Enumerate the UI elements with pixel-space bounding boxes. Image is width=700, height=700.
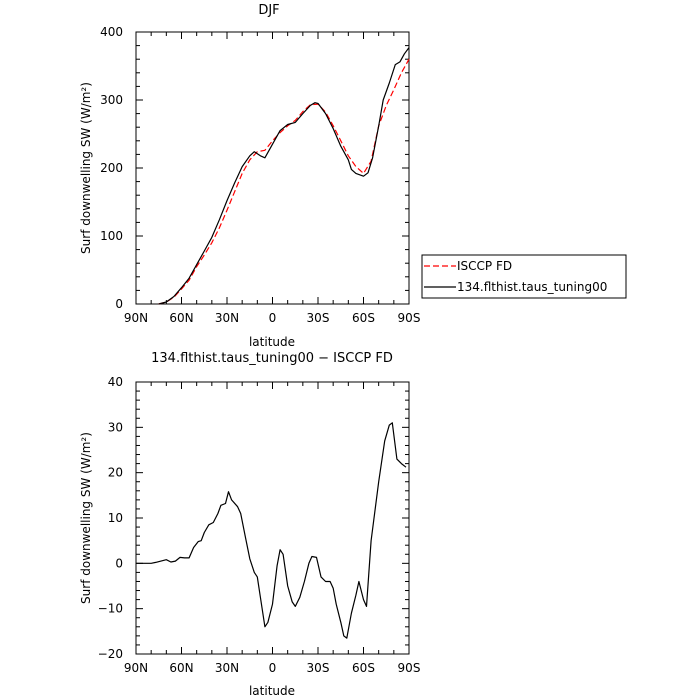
top-series-line-1 — [158, 47, 410, 305]
top-y-axis-label: Surf downwelling SW (W/m²) — [79, 82, 93, 254]
bottom-series-line-0 — [136, 422, 407, 639]
legend-box — [421, 254, 627, 299]
bottom-x-tick-label: 30N — [215, 661, 239, 675]
bottom-y-tick-label: 30 — [108, 420, 123, 434]
bottom-chart: 134.flthist.taus_tuning00 − ISCCP FD 90N… — [79, 351, 420, 698]
top-y-tick-label: 100 — [100, 229, 123, 243]
bottom-y-tick-label: 0 — [115, 556, 123, 570]
bottom-y-tick-label: 40 — [108, 375, 123, 389]
bottom-y-tick-label: −10 — [98, 602, 123, 616]
bottom-y-axis-label: Surf downwelling SW (W/m²) — [79, 432, 93, 604]
top-x-tick-label: 90N — [124, 311, 148, 325]
top-y-tick-label: 0 — [115, 297, 123, 311]
bottom-x-tick-label: 90S — [398, 661, 421, 675]
top-y-tick-label: 400 — [100, 25, 123, 39]
bottom-y-ticks: −20 −10 0 10 20 30 40 — [98, 375, 409, 661]
bottom-y-tick-label: 10 — [108, 511, 123, 525]
bottom-x-axis-label: latitude — [249, 684, 295, 698]
top-plot-frame — [135, 31, 410, 305]
top-x-tick-label: 30N — [215, 311, 239, 325]
bottom-x-tick-label: 0 — [269, 661, 277, 675]
top-series-line-0 — [158, 58, 410, 305]
top-x-ticks: 90N 60N 30N 0 30S 60S 90S — [124, 32, 421, 325]
bottom-x-ticks: 90N 60N 30N 0 30S 60S 90S — [124, 382, 421, 675]
legend-label-isccp: ISCCP FD — [457, 259, 512, 273]
bottom-chart-title: 134.flthist.taus_tuning00 − ISCCP FD — [151, 351, 393, 366]
bottom-y-tick-label: 20 — [108, 466, 123, 480]
top-chart: DJF 90N 60N 30N 0 30S 60S 90S 0 100 200 300 400 la… — [79, 3, 627, 349]
bottom-x-tick-label: 30S — [307, 661, 330, 675]
top-x-tick-label: 60N — [169, 311, 193, 325]
top-chart-title: DJF — [258, 3, 279, 18]
top-y-ticks: 0 100 200 300 400 — [100, 25, 409, 311]
top-x-tick-label: 0 — [269, 311, 277, 325]
bottom-x-tick-label: 60N — [169, 661, 193, 675]
top-x-axis-label: latitude — [249, 335, 295, 349]
top-x-tick-label: 60S — [352, 311, 375, 325]
legend-label-model: 134.flthist.taus_tuning00 — [457, 280, 607, 294]
top-x-tick-label: 90S — [398, 311, 421, 325]
bottom-plot-frame — [135, 381, 410, 655]
top-y-tick-label: 300 — [100, 93, 123, 107]
bottom-x-tick-label: 60S — [352, 661, 375, 675]
bottom-series — [136, 422, 407, 639]
top-y-tick-label: 200 — [100, 161, 123, 175]
top-x-tick-label: 30S — [307, 311, 330, 325]
bottom-x-tick-label: 90N — [124, 661, 148, 675]
top-series — [158, 47, 410, 305]
bottom-y-tick-label: −20 — [98, 647, 123, 661]
legend: ISCCP FD 134.flthist.taus_tuning00 — [421, 254, 627, 299]
